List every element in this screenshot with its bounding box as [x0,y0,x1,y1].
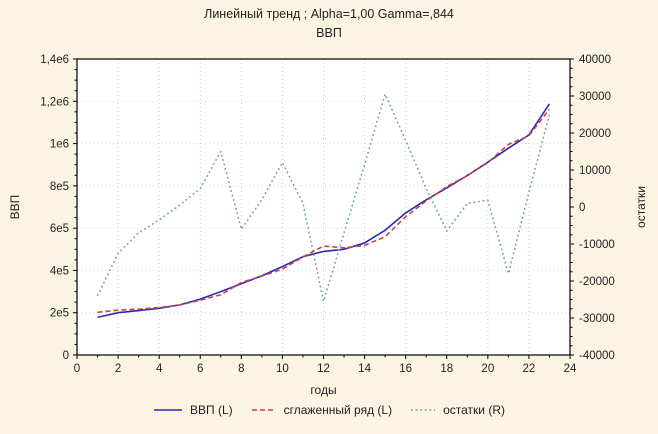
legend-item-residuals: остатки (R) [410,403,505,417]
y-right-tick-label: 30000 [579,91,611,103]
y-left-tick-label: 6e5 [50,223,69,235]
y-right-tick-label: -10000 [579,239,615,251]
x-tick-label: 6 [197,363,203,375]
y-right-tick-label: 0 [579,202,585,214]
plot-frame [76,58,571,356]
series-residuals-line [96,93,551,303]
x-tick-label: 10 [276,363,289,375]
chart-title: Линейный тренд ; Alpha=1,00 Gamma=,844 [204,7,454,21]
chart-subtitle: ВВП [316,26,342,40]
y-left-tick-label: 4e5 [50,265,69,277]
legend-item-gdp: ВВП (L) [153,403,233,417]
legend-label-smoothed: сглаженный ряд (L) [283,403,393,417]
y-right-tick-label: -20000 [579,276,615,288]
axis-ticks [73,58,574,359]
tick-labels: 0 2e5 4e5 6e5 8e5 1e6 1,2e6 1,4e6 -40000 -30000 -2… [40,54,615,375]
x-tick-label: 22 [523,363,536,375]
y-right-tick-label: -40000 [579,350,615,362]
gridlines [77,59,570,355]
y-left-tick-label: 1e6 [50,139,69,151]
x-tick-label: 12 [317,363,330,375]
series-smoothed-line [97,108,551,314]
y-right-tick-label: 40000 [579,54,611,66]
x-tick-label: 16 [399,363,412,375]
x-tick-label: 14 [358,363,371,375]
y-axis-left-title: ВВП [8,194,22,220]
y-axis-right-title: остатки [634,186,648,228]
x-axis-title: годы [310,383,337,397]
legend-label-gdp: ВВП (L) [190,403,233,417]
y-left-tick-label: 0 [63,350,69,362]
x-tick-label: 18 [440,363,453,375]
legend-line-sample-dashed-icon [251,409,276,411]
x-tick-label: 0 [74,363,80,375]
y-right-tick-label: 20000 [579,128,611,140]
y-right-tick-label: 10000 [579,165,611,177]
x-tick-label: 20 [481,363,494,375]
y-left-tick-label: 8e5 [50,181,69,193]
x-tick-label: 2 [115,363,121,375]
x-tick-label: 8 [238,363,244,375]
chart-legend: ВВП (L) сглаженный ряд (L) остатки (R) [0,403,658,417]
legend-label-residuals: остатки (R) [443,403,505,417]
y-left-tick-label: 1,2e6 [40,96,69,108]
x-tick-label: 24 [564,363,577,375]
legend-item-smoothed: сглаженный ряд (L) [251,403,392,417]
legend-line-sample-dotted-icon [411,409,436,411]
legend-line-sample-solid-icon [154,409,182,411]
y-left-tick-label: 2e5 [50,308,69,320]
y-left-tick-label: 1,4e6 [40,54,69,66]
x-tick-label: 4 [156,363,163,375]
y-right-tick-label: -30000 [579,313,615,325]
